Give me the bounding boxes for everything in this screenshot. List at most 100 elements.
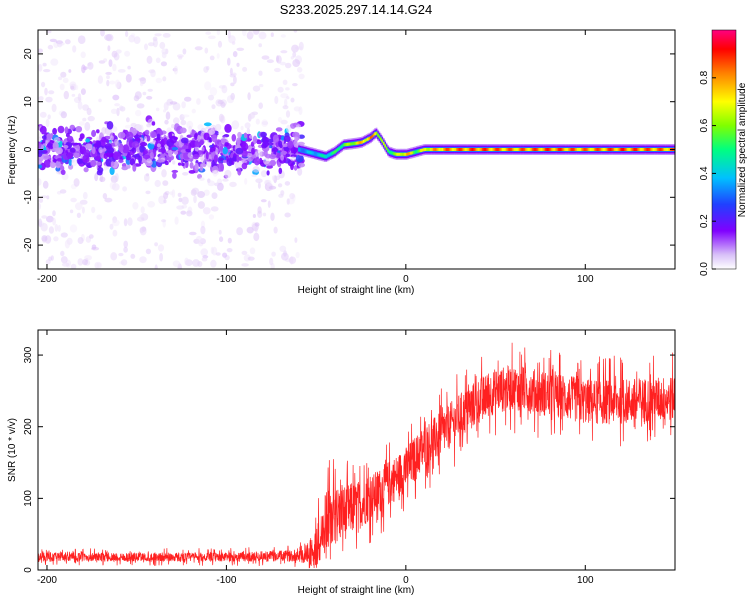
- spectrogram-ridge-cell: [609, 148, 612, 151]
- spectrogram-ridge-cell: [668, 148, 671, 151]
- spectrogram-cell: [258, 70, 263, 76]
- spectrogram-cell: [182, 172, 189, 176]
- spectrogram-ridge-cell: [368, 136, 371, 140]
- spectrogram-cell: [222, 159, 227, 163]
- spectrogram-ridge-cell: [359, 141, 362, 144]
- spectrogram-cell: [125, 131, 134, 141]
- spectrogram-cell: [284, 181, 291, 186]
- spectrogram-cell: [237, 168, 242, 176]
- spectrogram-ridge-cell: [579, 148, 582, 151]
- spectrogram-cell: [257, 182, 261, 189]
- spectrogram-cell: [215, 252, 221, 256]
- spectrogram-cell: [160, 152, 167, 157]
- spectrogram-ridge-cell: [298, 148, 300, 151]
- spectrogram-ridge-cell: [467, 148, 470, 151]
- spectrogram-cell: [70, 263, 77, 269]
- spectrogram-ridge-cell: [471, 148, 474, 151]
- spectrogram-cell: [247, 92, 251, 101]
- spectrogram-cell: [118, 145, 124, 152]
- snr-series-line: [38, 342, 675, 569]
- spectrogram-ridge-cell: [500, 148, 503, 151]
- spectrogram-cell: [94, 173, 99, 182]
- spectrogram-cell: [60, 232, 68, 238]
- spectrogram-cell: [55, 160, 61, 169]
- snr-y-ticks: 0 100 200 300: [23, 346, 675, 573]
- spectrogram-cell: [226, 248, 233, 253]
- spectrogram-ridge-cell: [572, 148, 575, 151]
- spectrogram-ridge-cell: [438, 148, 441, 151]
- spectrogram-ridge-cell: [599, 148, 602, 151]
- spectrogram-cell: [161, 169, 167, 178]
- spectrogram-cell: [40, 222, 48, 232]
- spectrogram-cell: [122, 144, 130, 154]
- spectrogram-cell: [261, 121, 269, 126]
- spectrogram-cell: [239, 160, 248, 164]
- spectrogram-cell: [269, 159, 276, 167]
- spectrogram-cell: [199, 154, 204, 161]
- spectrogram-cell: [86, 107, 92, 116]
- spectrogram-ridge-cell: [652, 148, 655, 151]
- spectrogram-cell: [126, 164, 131, 169]
- spectrogram-cell: [46, 195, 50, 200]
- spectrogram-cell: [139, 214, 143, 219]
- spectrogram-ridge-cell: [537, 148, 540, 151]
- spectrogram-ridge-cell: [662, 148, 665, 151]
- spectrogram-cell: [277, 86, 284, 93]
- spectrogram-cell: [270, 212, 275, 221]
- spectrogram-cell: [63, 90, 69, 100]
- spectrogram-cell: [61, 173, 69, 181]
- x-tick-label: -100: [216, 274, 236, 285]
- spectrogram-cell: [202, 207, 211, 215]
- spectrogram-ridge-cell: [527, 148, 530, 151]
- spectrogram-ridge-cell: [384, 144, 386, 148]
- spectrogram-ridge-cell: [568, 148, 570, 151]
- spectrogram-cell: [236, 154, 240, 163]
- spectrogram-cell: [271, 175, 276, 181]
- spectrogram-ridge-cell: [374, 132, 376, 136]
- spectrogram-cell: [196, 98, 201, 105]
- spectrogram-cell: [38, 164, 43, 169]
- spectrogram-cell: [232, 51, 238, 58]
- spectrogram-cell: [280, 130, 284, 135]
- spectrogram-ridge-cell: [559, 148, 562, 151]
- spectrogram-cell: [227, 237, 232, 244]
- spectrogram-cell: [68, 164, 74, 170]
- spectrogram-cell: [81, 206, 85, 214]
- spectrogram-ridge-cell: [413, 150, 415, 154]
- spectrogram-ridge-cell: [532, 148, 534, 151]
- spectrogram-ridge-cell: [407, 152, 409, 156]
- y-tick-label: 10: [23, 96, 34, 108]
- spectrogram-cell: [156, 159, 165, 163]
- spectrogram-ridge-cell: [372, 133, 375, 137]
- spectrogram-ridge-cell: [513, 148, 516, 151]
- spectrogram-ridge-cell: [301, 148, 303, 152]
- spectrogram-cell: [114, 173, 119, 182]
- spectrogram-cell: [147, 88, 153, 92]
- spectrogram-ridge-cell: [583, 148, 586, 151]
- spectrogram-ridge-cell: [625, 148, 628, 151]
- spectrogram-cell: [204, 81, 212, 91]
- spectrogram-cell: [110, 161, 115, 167]
- spectrogram-ridge-cell: [380, 137, 382, 141]
- spectrogram-cell: [87, 62, 94, 70]
- spectrogram-cell: [125, 74, 132, 83]
- spectrogram-ridge-cell: [661, 148, 664, 151]
- spectrogram-ridge-cell: [573, 148, 576, 151]
- spectrogram-cell: [91, 244, 97, 250]
- spectrogram-cell: [123, 240, 128, 248]
- spectrogram-cell: [144, 129, 150, 136]
- spectrogram-ridge-cell: [499, 148, 501, 151]
- spectrogram-ridge-cell: [622, 148, 625, 151]
- spectrogram-ridge-cell: [509, 148, 511, 151]
- spectrogram-cell: [132, 202, 139, 210]
- spectrogram-cell: [124, 50, 131, 57]
- spectrogram-cell: [96, 214, 103, 220]
- spectrogram-ridge-cell: [454, 148, 457, 151]
- spectrogram-cell: [269, 145, 273, 149]
- spectrogram-cell: [117, 69, 126, 73]
- spectrogram-ridge-cell: [332, 151, 335, 155]
- spectrogram-cell: [64, 239, 70, 249]
- spectrogram-cell: [52, 210, 56, 217]
- spectrogram-cell: [280, 135, 285, 141]
- spectrogram-cell: [295, 251, 300, 259]
